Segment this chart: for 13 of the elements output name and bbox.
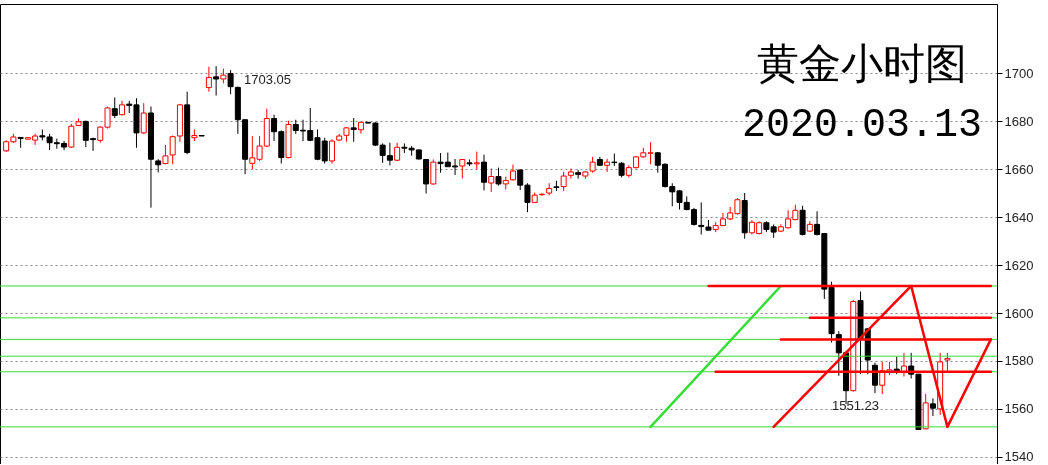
y-tick-label: 1560 [1004,401,1034,417]
y-tick-label: 1600 [1004,305,1034,321]
y-tick-label: 1580 [1004,353,1034,369]
y-tick-label: 1660 [1004,161,1034,177]
annotation: 1551.23 [832,398,879,413]
y-tick-label: 1640 [1004,209,1034,225]
annotation: 1703.05 [244,72,291,87]
y-tick-label: 1700 [1004,65,1034,81]
text: 黄金小时图 [757,39,967,88]
y-tick-label: 1680 [1004,113,1034,129]
y-tick-label: 1620 [1004,257,1034,273]
text: 2020.03.13 [741,103,983,148]
y-tick-label: 1540 [1004,449,1034,465]
